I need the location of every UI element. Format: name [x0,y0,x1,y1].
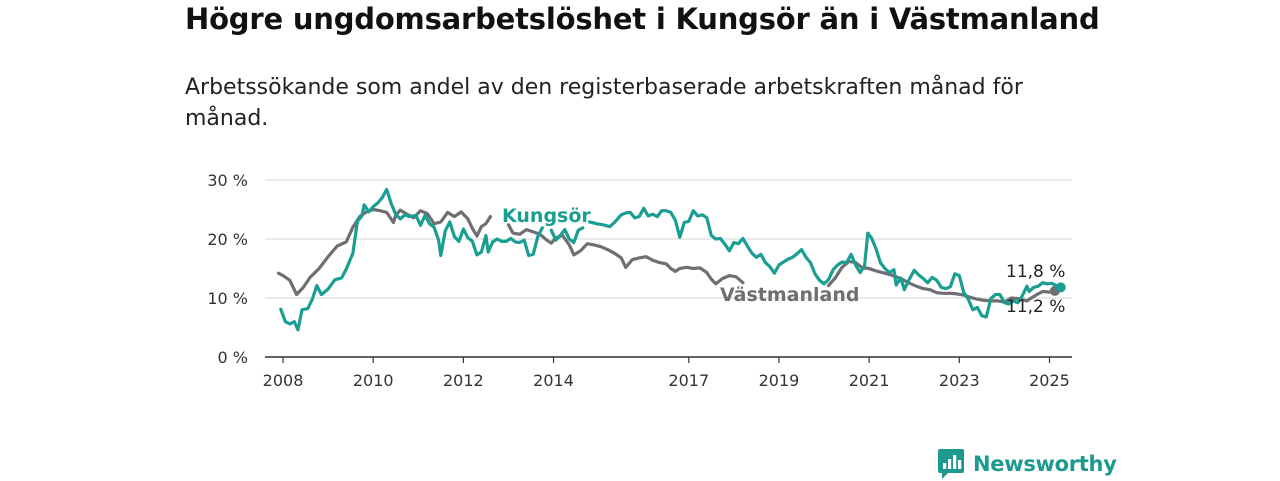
newsworthy-brand: Newsworthy [937,447,1117,481]
end-point-kungsor [1055,282,1066,293]
series-line-kungsor [549,226,585,245]
gridlines [265,179,1072,299]
x-tick-label: 2010 [353,371,394,390]
y-tick-label: 20 % [207,230,248,249]
x-tick-label: 2012 [443,371,484,390]
series-lines [276,187,1066,332]
x-tick-label: 2014 [533,371,574,390]
line-chart: 0 % 10 % 20 % 30 % 2008 2010 2012 2014 2017 2019 2… [207,171,1072,390]
end-value-label-vastmanland: 11,2 % [1006,297,1065,317]
x-tick-label: 2025 [1029,371,1070,390]
bar-chart-speech-bubble-icon [938,449,964,479]
chart-title: Högre ungdomsarbetslöshet i Kungsör än i… [185,2,1100,36]
series-line-kungsor [279,187,544,332]
y-tick-label: 10 % [207,289,248,308]
y-tick-label: 0 % [218,348,248,367]
x-tick-label: 2021 [849,371,890,390]
series-line-vastmanland [276,207,492,297]
series-label-kungsor: Kungsör [502,205,591,227]
x-tick-label: 2008 [263,371,304,390]
series-label-vastmanland: Västmanland [720,284,860,306]
series-line-vastmanland [506,223,745,286]
chart-subtitle: Arbetssökande som andel av den registerb… [185,75,1023,131]
x-tick-label: 2023 [939,371,980,390]
y-tick-label: 30 % [207,171,248,190]
series-line-vastmanland [826,259,1057,304]
brand-name: Newsworthy [973,452,1117,476]
series-line-kungsor [588,206,1063,319]
axes: 0 % 10 % 20 % 30 % 2008 2010 2012 2014 2017 2019 2… [207,171,1072,390]
x-tick-label: 2017 [668,371,709,390]
series-labels: Västmanland Kungsör 11,8 % 11,2 % [502,205,1065,317]
x-tick-label: 2019 [759,371,800,390]
end-value-label-kungsor: 11,8 % [1006,262,1065,282]
